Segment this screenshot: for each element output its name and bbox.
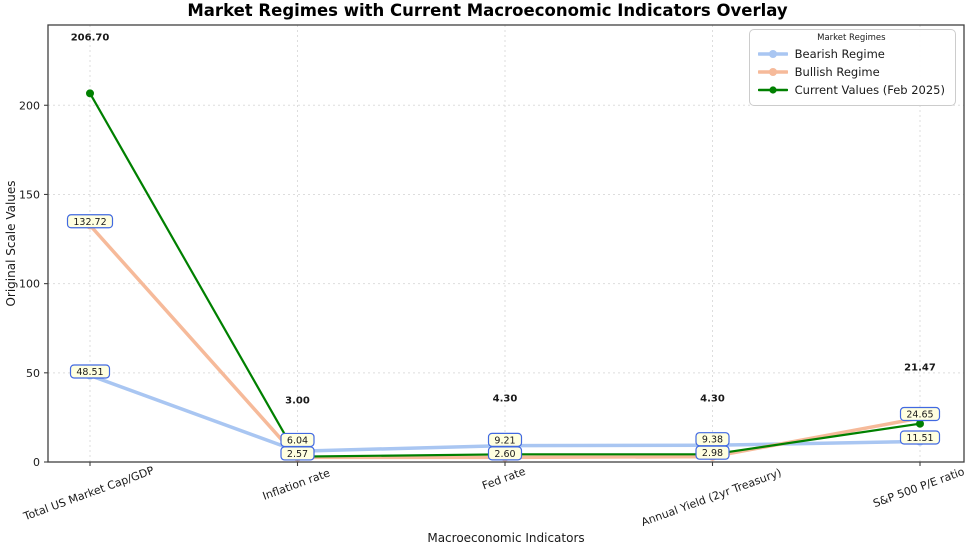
value-label: 132.72 <box>73 217 106 228</box>
plot-border <box>47 24 965 463</box>
x-tick-label: Total US Market Cap/GDP <box>21 464 156 524</box>
legend-swatch-icon <box>757 50 788 58</box>
data-marker-current-values-feb-2025 <box>916 419 924 428</box>
y-tick-label: 200 <box>19 99 40 112</box>
value-label-box <box>899 406 941 422</box>
y-axis-label: Original Scale Values <box>4 180 18 306</box>
legend-item-label: Current Values (Feb 2025) <box>794 83 945 97</box>
value-label-box <box>695 445 730 460</box>
x-tick-label: Annual Yield (2yr Treasury) <box>639 466 783 529</box>
current-value-label: 3.00 <box>285 396 310 407</box>
current-value-label: 4.30 <box>493 393 518 404</box>
current-value-label: 4.30 <box>700 393 725 404</box>
legend-swatch-icon <box>757 68 788 76</box>
x-tick-label: Fed rate <box>480 465 527 493</box>
value-label-box <box>899 430 941 445</box>
axes-group: 0 50 100 150 200 Total US Market Cap/GDP Infla… <box>19 99 967 529</box>
value-label: 2.60 <box>494 449 515 460</box>
value-label: 6.04 <box>287 435 308 446</box>
annotations-group: 132.72 48.51 6.04 2.57 9.21 2.60 9.38 2.98 24.65… <box>66 32 941 461</box>
x-axis-label: Macroeconomic Indicators <box>427 531 584 545</box>
legend-title: Market Regimes <box>817 33 886 43</box>
value-label: 9.38 <box>702 435 723 446</box>
legend-item: Bullish Regime <box>757 63 945 81</box>
data-marker-current-values-feb-2025 <box>86 89 94 98</box>
value-label: 48.51 <box>76 367 103 378</box>
value-label-box <box>66 214 114 229</box>
value-label-box <box>280 446 315 461</box>
chart-title: Market Regimes with Current Macroeconomi… <box>187 1 788 20</box>
legend-item-label: Bullish Regime <box>794 65 880 79</box>
x-tick-label: S&P 500 P/E ratio <box>871 465 966 510</box>
legend-marker-icon <box>769 86 777 94</box>
value-label: 9.21 <box>494 435 515 446</box>
legend-swatch-icon <box>757 86 788 94</box>
y-tick-label: 50 <box>26 367 40 380</box>
x-tick-label: Inflation rate <box>261 466 332 503</box>
value-label: 24.65 <box>906 410 933 421</box>
legend-marker-icon <box>768 68 777 76</box>
value-label: 2.57 <box>287 449 308 460</box>
value-label: 2.98 <box>702 448 723 459</box>
y-tick-label: 0 <box>33 456 40 469</box>
legend-items: Bearish Regime Bullish Regime Current Valu… <box>757 45 945 99</box>
legend-item: Current Values (Feb 2025) <box>757 81 945 99</box>
y-tick-label: 150 <box>19 188 40 201</box>
value-label-box <box>69 364 111 379</box>
legend-item: Bearish Regime <box>757 45 945 63</box>
current-value-label: 206.70 <box>71 32 110 43</box>
value-label-box <box>487 446 523 461</box>
current-value-label: 21.47 <box>904 363 936 374</box>
legend-marker-icon <box>768 50 777 58</box>
value-label: 11.51 <box>906 433 933 444</box>
y-tick-label: 100 <box>19 278 40 291</box>
legend-item-label: Bearish Regime <box>794 47 885 61</box>
legend: Market Regimes Bearish Regime Bullish Reg… <box>748 29 956 106</box>
